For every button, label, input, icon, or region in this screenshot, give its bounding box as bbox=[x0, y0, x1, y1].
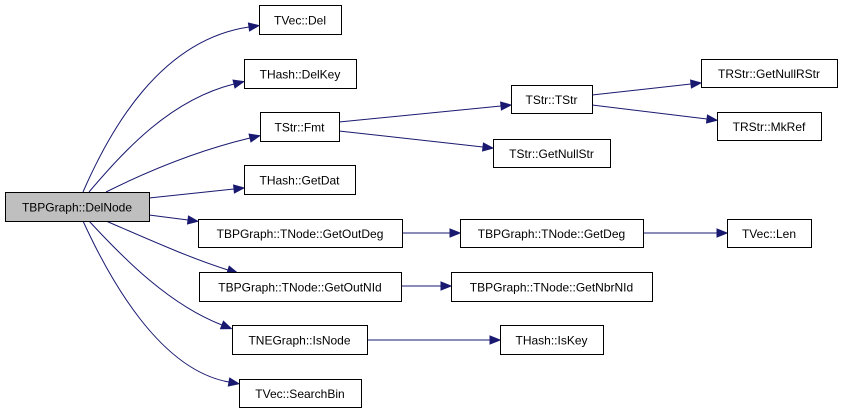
edge-delnode-to-searchbin bbox=[82, 220, 241, 387]
edge-tstr-fmt-to-tstr-tstr bbox=[338, 101, 513, 123]
arrowhead-icon bbox=[232, 79, 246, 89]
edge-line bbox=[148, 188, 235, 199]
edge-line bbox=[338, 130, 484, 148]
node-box bbox=[500, 325, 604, 355]
edge-delnode-to-tstr-fmt bbox=[105, 133, 262, 193]
arrowhead-icon bbox=[689, 79, 703, 89]
node-tvec-len[interactable]: TVec::Len bbox=[727, 219, 812, 248]
node-label: TRStr::GetNullRStr bbox=[718, 67, 820, 81]
node-label: TBPGraph::TNode::GetNbrNId bbox=[470, 281, 633, 295]
arrowhead-icon bbox=[489, 335, 502, 345]
node-label: TBPGraph::TNode::GetDeg bbox=[478, 227, 625, 241]
node-delnode: TBPGraph::DelNode bbox=[5, 192, 150, 222]
edge-getoutnid-to-getnbrnid bbox=[401, 281, 453, 291]
node-label: TRStr::MkRef bbox=[733, 120, 806, 134]
edge-delnode-to-thash-getdat bbox=[148, 184, 246, 199]
node-searchbin[interactable]: TVec::SearchBin bbox=[239, 379, 362, 408]
arrowhead-icon bbox=[227, 377, 241, 387]
edge-line bbox=[105, 137, 251, 193]
edge-isnode-to-iskey bbox=[367, 335, 502, 345]
node-tstr-fmt[interactable]: TStr::Fmt bbox=[260, 112, 340, 142]
node-isnode[interactable]: TNEGraph::IsNode bbox=[232, 325, 368, 355]
edge-line bbox=[148, 214, 189, 221]
edge-line bbox=[338, 105, 502, 123]
node-label: TStr::GetNullStr bbox=[509, 147, 594, 161]
edge-line bbox=[591, 104, 708, 120]
node-box bbox=[451, 272, 653, 302]
node-label: TBPGraph::TNode::GetOutDeg bbox=[217, 227, 384, 241]
arrowhead-icon bbox=[247, 22, 261, 32]
edge-tstr-tstr-to-mkref bbox=[591, 104, 719, 124]
node-thash-getdat[interactable]: THash::GetDat bbox=[244, 165, 356, 195]
arrowhead-icon bbox=[705, 114, 719, 124]
node-iskey[interactable]: THash::IsKey bbox=[500, 325, 604, 355]
edge-delnode-to-isnode bbox=[88, 220, 233, 330]
edge-getdeg-to-tvec-len bbox=[643, 228, 729, 238]
arrowhead-icon bbox=[219, 320, 233, 330]
node-box bbox=[239, 379, 362, 408]
node-getoutdeg[interactable]: TBPGraph::TNode::GetOutDeg bbox=[198, 219, 403, 248]
edge-line bbox=[88, 220, 223, 326]
node-label: TVec::SearchBin bbox=[255, 387, 344, 401]
node-box bbox=[199, 272, 402, 302]
node-getnullstr[interactable]: TStr::GetNullStr bbox=[493, 139, 611, 168]
edge-delnode-to-getoutdeg bbox=[148, 214, 200, 225]
node-box bbox=[460, 219, 644, 248]
node-box bbox=[717, 112, 822, 141]
node-box bbox=[259, 5, 342, 35]
node-box bbox=[493, 139, 611, 168]
node-getnullrstr[interactable]: TRStr::GetNullRStr bbox=[701, 59, 838, 88]
arrowhead-icon bbox=[186, 215, 200, 225]
node-label: TBPGraph::TNode::GetOutNId bbox=[218, 281, 381, 295]
node-box bbox=[198, 219, 403, 248]
edge-getoutdeg-to-getdeg bbox=[402, 228, 462, 238]
node-box bbox=[727, 219, 812, 248]
edge-line bbox=[82, 26, 250, 193]
node-box bbox=[244, 59, 357, 89]
edge-line bbox=[88, 83, 235, 193]
node-label: THash::DelKey bbox=[260, 68, 341, 82]
node-label: TVec::Len bbox=[742, 227, 796, 241]
node-label: THash::GetDat bbox=[259, 174, 340, 188]
node-label: TVec::Del bbox=[274, 14, 326, 28]
node-box bbox=[244, 165, 356, 195]
arrowhead-icon bbox=[500, 101, 513, 111]
node-getdeg[interactable]: TBPGraph::TNode::GetDeg bbox=[460, 219, 644, 248]
node-label: TNEGraph::IsNode bbox=[248, 334, 350, 348]
node-label: TBPGraph::DelNode bbox=[22, 201, 132, 215]
edge-delnode-to-tvec-del bbox=[82, 22, 261, 193]
edge-line bbox=[591, 83, 692, 96]
node-box bbox=[511, 85, 593, 114]
arrowhead-icon bbox=[716, 228, 729, 238]
edge-line bbox=[82, 220, 230, 383]
edge-line bbox=[105, 220, 229, 271]
arrowhead-icon bbox=[248, 133, 262, 143]
arrowhead-icon bbox=[440, 281, 453, 291]
node-box bbox=[701, 59, 838, 88]
node-tstr-tstr[interactable]: TStr::TStr bbox=[511, 85, 593, 114]
edge-tstr-fmt-to-getnullstr bbox=[338, 130, 495, 152]
arrowhead-icon bbox=[481, 142, 495, 152]
node-box bbox=[5, 192, 150, 222]
node-getnbrnid[interactable]: TBPGraph::TNode::GetNbrNId bbox=[451, 272, 653, 302]
node-label: TStr::TStr bbox=[526, 93, 578, 107]
node-box bbox=[260, 112, 340, 142]
node-label: THash::IsKey bbox=[515, 334, 587, 348]
arrowhead-icon bbox=[449, 228, 462, 238]
node-thash-delkey[interactable]: THash::DelKey bbox=[244, 59, 357, 89]
node-mkref[interactable]: TRStr::MkRef bbox=[717, 112, 822, 141]
node-tvec-del[interactable]: TVec::Del bbox=[259, 5, 342, 35]
node-label: TStr::Fmt bbox=[275, 121, 326, 135]
edge-tstr-tstr-to-getnullrstr bbox=[591, 79, 703, 96]
arrowhead-icon bbox=[233, 184, 246, 194]
edge-delnode-to-thash-delkey bbox=[88, 79, 246, 193]
node-getoutnid[interactable]: TBPGraph::TNode::GetOutNId bbox=[199, 272, 402, 302]
node-box bbox=[232, 325, 368, 355]
